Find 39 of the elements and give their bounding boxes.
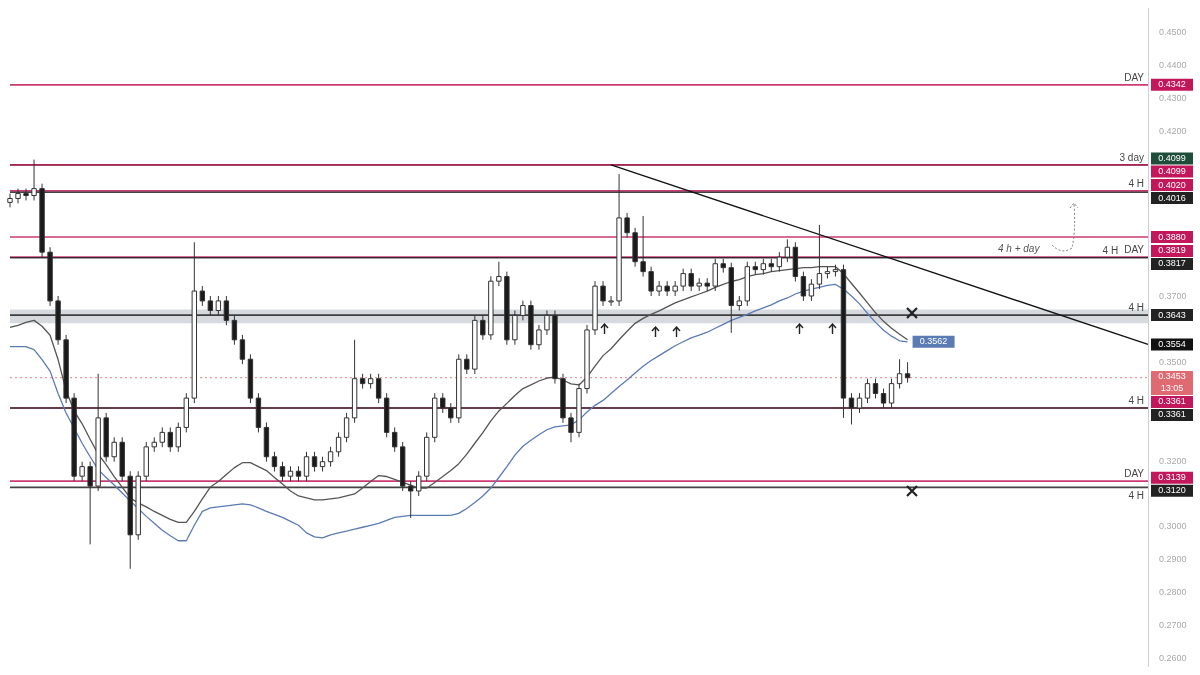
annotation: 4 H (1128, 490, 1144, 502)
text: 13:05 (1160, 383, 1184, 394)
ref-line-label: 0.3643 (1158, 309, 1186, 320)
data-label: 0.3562 (919, 336, 948, 347)
ref-line-label: 0.4099 (1158, 152, 1186, 163)
annotation: 4 H (1128, 177, 1144, 189)
ref-line-label: 0.4099 (1158, 165, 1186, 176)
y-tick-label: 0.3200 (1159, 455, 1187, 466)
y-tick-label: 0.2600 (1159, 653, 1187, 664)
ref-line-label: 0.4016 (1158, 192, 1186, 203)
ref-line-label: 0.3880 (1158, 231, 1186, 242)
ref-line-label: 0.3361 (1158, 409, 1186, 420)
annotation: 4 H (1128, 302, 1144, 314)
y-tick-label: 0.4200 (1159, 126, 1187, 137)
ref-line-label: 0.3453 (1158, 371, 1186, 382)
annotation: 3 day (1119, 151, 1144, 163)
y-tick-label: 0.4400 (1159, 60, 1187, 71)
ref-line-label: 0.3139 (1158, 472, 1186, 483)
y-tick-label: 0.2700 (1159, 620, 1187, 631)
y-tick-label: 0.4500 (1159, 27, 1187, 38)
annotation: 4 H (1128, 395, 1144, 406)
annotation: DAY (1124, 244, 1145, 256)
data-label: 0.3554 (1158, 338, 1186, 349)
y-tick-label: 0.3500 (1159, 356, 1187, 367)
ref-line-label: 0.3120 (1158, 485, 1186, 496)
ref-line-label: 0.3819 (1158, 245, 1186, 256)
annotation: 4 h + day (998, 242, 1041, 254)
y-tick-label: 0.2900 (1159, 554, 1187, 565)
annotation: 4 H (1102, 244, 1119, 256)
ref-line-label: 0.4342 (1158, 79, 1186, 90)
y-tick-label: 0.3700 (1159, 290, 1187, 301)
y-tick-label: 0.3000 (1159, 521, 1187, 532)
ref-line-label: 0.4020 (1158, 179, 1186, 190)
y-tick-label: 0.2800 (1159, 587, 1187, 598)
y-tick-label: 0.4300 (1159, 93, 1187, 104)
ref-line-label: 0.3817 (1158, 258, 1186, 269)
ref-line-label: 0.3361 (1158, 396, 1186, 407)
annotation: DAY (1124, 71, 1145, 83)
annotation: DAY (1124, 468, 1145, 480)
